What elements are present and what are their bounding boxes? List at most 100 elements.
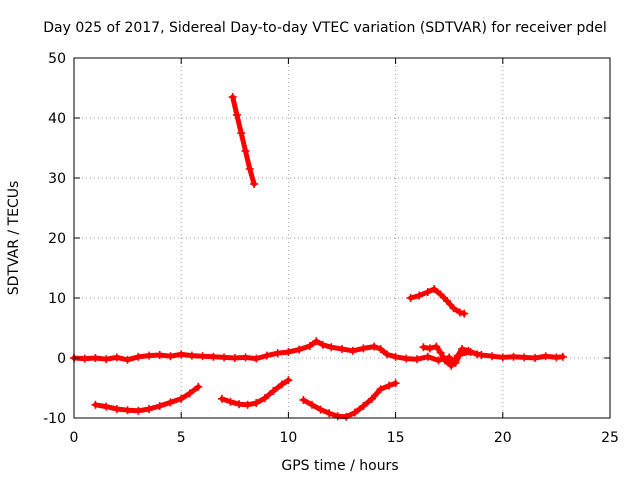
data-point xyxy=(198,352,207,361)
data-point xyxy=(498,353,507,362)
data-point xyxy=(453,351,462,360)
data-point xyxy=(134,406,143,415)
data-point xyxy=(123,355,132,364)
data-point xyxy=(102,402,111,411)
data-point xyxy=(316,405,325,414)
series-line xyxy=(230,94,257,187)
data-point xyxy=(305,342,314,350)
data-point xyxy=(237,129,246,137)
data-point xyxy=(102,355,111,364)
data-point xyxy=(558,352,567,361)
data-point xyxy=(458,345,467,353)
data-point xyxy=(376,385,385,394)
data-point xyxy=(338,345,346,353)
data-point xyxy=(295,345,304,354)
data-point xyxy=(187,351,196,360)
data-point xyxy=(177,350,186,359)
data-point xyxy=(473,350,482,359)
data-point xyxy=(217,394,226,403)
data-point xyxy=(327,343,336,352)
data-point xyxy=(432,342,441,351)
data-point xyxy=(299,396,308,404)
data-point xyxy=(155,402,164,410)
data-point xyxy=(145,351,154,360)
data-point xyxy=(235,400,244,409)
series-1 xyxy=(419,342,482,370)
data-point xyxy=(260,394,269,403)
y-tick-label: -10 xyxy=(43,411,66,427)
x-tick-label: 0 xyxy=(70,430,79,446)
y-tick-label: 10 xyxy=(48,291,66,307)
data-point xyxy=(359,344,368,353)
data-point xyxy=(391,352,400,361)
data-point xyxy=(455,308,464,317)
data-point xyxy=(430,285,439,293)
data-point xyxy=(443,297,452,305)
data-point xyxy=(269,387,278,395)
data-point xyxy=(488,352,497,361)
series-0 xyxy=(70,337,567,367)
data-point xyxy=(112,405,121,413)
data-point xyxy=(445,353,454,362)
data-point xyxy=(391,379,400,388)
data-point xyxy=(406,294,415,302)
data-point xyxy=(509,352,518,361)
series-3 xyxy=(217,376,293,409)
data-point xyxy=(333,412,342,421)
data-point xyxy=(245,165,254,173)
x-tick-label: 15 xyxy=(387,430,405,446)
data-point xyxy=(91,354,100,362)
data-point xyxy=(226,397,235,406)
data-point xyxy=(415,291,424,300)
series-5 xyxy=(228,93,259,188)
data-point xyxy=(228,93,237,101)
x-tick-label: 25 xyxy=(601,430,619,446)
data-point xyxy=(460,309,469,318)
series-line xyxy=(71,338,566,366)
data-point xyxy=(436,290,445,299)
data-point xyxy=(436,348,445,357)
data-point xyxy=(112,353,121,362)
data-point xyxy=(419,343,428,352)
data-point xyxy=(425,344,434,353)
y-tick-label: 50 xyxy=(48,51,66,67)
data-point xyxy=(194,382,203,391)
data-point xyxy=(520,353,529,362)
data-point xyxy=(423,288,432,296)
data-point xyxy=(134,352,143,361)
y-axis-label: SDTVAR / TECUs xyxy=(6,181,22,296)
data-point xyxy=(155,351,164,359)
data-point xyxy=(325,409,334,418)
data-point xyxy=(252,354,261,363)
data-point xyxy=(123,406,132,415)
data-point xyxy=(232,111,241,119)
data-point xyxy=(185,389,194,398)
data-point xyxy=(541,352,550,361)
series-2 xyxy=(91,382,203,415)
data-point xyxy=(80,354,89,363)
data-point xyxy=(209,352,218,361)
series-line xyxy=(421,344,480,369)
data-point xyxy=(250,180,259,188)
y-tick-label: 40 xyxy=(48,111,66,127)
data-point xyxy=(252,399,261,407)
data-point xyxy=(262,351,271,360)
data-point xyxy=(464,346,473,355)
data-point xyxy=(241,353,250,362)
data-point xyxy=(530,354,539,362)
data-point xyxy=(273,349,282,358)
series-line xyxy=(300,380,399,420)
data-point xyxy=(413,355,422,364)
data-point xyxy=(277,380,286,389)
data-point xyxy=(342,412,351,421)
data-point xyxy=(368,394,377,403)
grid-layer xyxy=(74,58,610,418)
data-point xyxy=(166,398,175,407)
data-point xyxy=(312,337,321,346)
data-point xyxy=(376,345,385,353)
data-point xyxy=(145,405,154,413)
data-point xyxy=(220,353,229,362)
data-point xyxy=(230,354,239,362)
series-6 xyxy=(406,285,469,318)
